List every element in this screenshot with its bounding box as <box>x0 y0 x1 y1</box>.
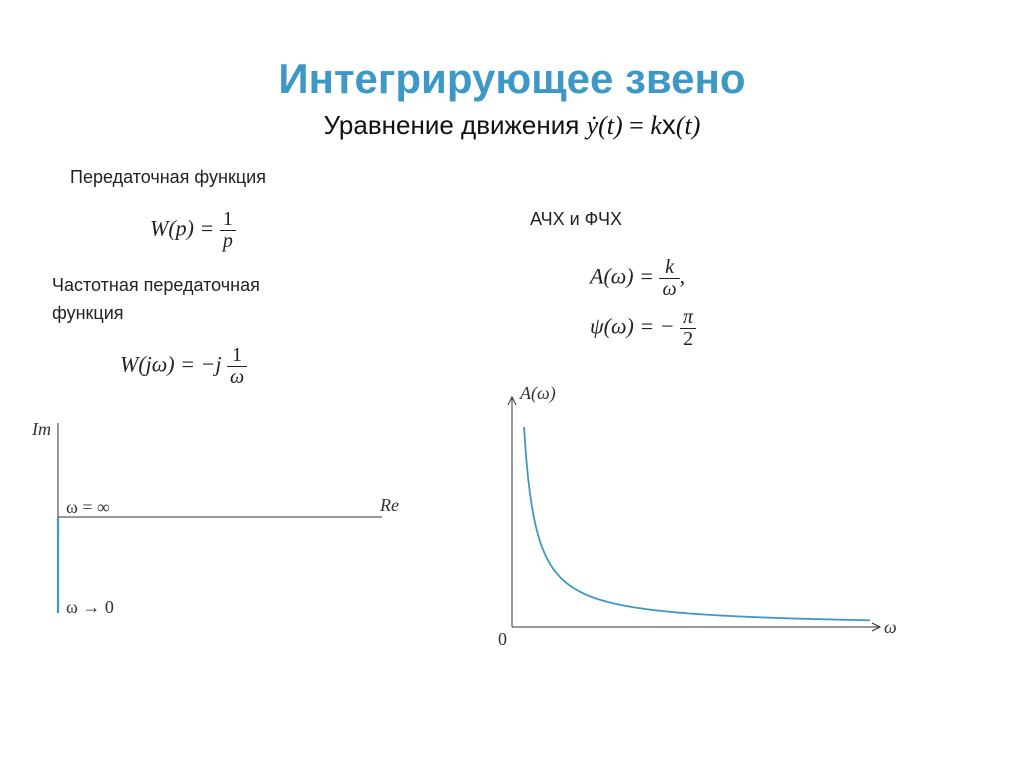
psi-num: π <box>680 307 696 329</box>
afc-pfc-label: АЧХ и ФЧХ <box>530 209 622 230</box>
svg-text:ω: ω <box>884 617 897 637</box>
tf-lhs: W(p) = <box>150 216 220 241</box>
amplitude-chart: A(ω) ω 0 <box>470 377 900 662</box>
tf-num: 1 <box>220 209 236 231</box>
phase-eq: ψ(ω) = − π 2 <box>590 307 696 350</box>
eqm-equals: = <box>629 111 650 140</box>
eqm-lhs: ẏ(t) <box>587 111 623 140</box>
psi-den: 2 <box>680 329 696 350</box>
A-trail: , <box>680 264 686 289</box>
transfer-function-eq: W(p) = 1 p <box>150 209 236 252</box>
freq-tf-label-2: функция <box>52 303 124 324</box>
eqm-x: x <box>662 109 676 140</box>
nyquist-diagram: Im Re ω = ∞ ω → 0 <box>22 417 402 622</box>
A-num: k <box>659 257 679 279</box>
eqm-t: (t) <box>676 111 701 140</box>
content-area: Передаточная функция W(p) = 1 p Частотна… <box>0 161 1024 721</box>
freq-tf-label-1: Частотная передаточная <box>52 275 260 296</box>
svg-text:0: 0 <box>498 629 507 649</box>
slide-title: Интегрирующее звено <box>0 55 1024 103</box>
freq-lhs: W(jω) = −j <box>120 352 221 377</box>
transfer-function-label: Передаточная функция <box>70 167 266 188</box>
svg-text:Im: Im <box>31 419 51 439</box>
amplitude-eq: A(ω) = k ω , <box>590 257 685 300</box>
subtitle-prefix: Уравнение движения <box>324 110 587 140</box>
freq-num: 1 <box>227 345 247 367</box>
eqm-k: k <box>650 111 662 140</box>
svg-text:ω → 0: ω → 0 <box>66 597 114 617</box>
tf-den: p <box>220 231 236 252</box>
svg-text:A(ω): A(ω) <box>519 383 556 404</box>
psi-lhs: ψ(ω) = − <box>590 314 675 339</box>
equation-of-motion: Уравнение движения ẏ(t) = kx(t) <box>0 109 1024 141</box>
svg-text:Re: Re <box>379 495 399 515</box>
freq-den: ω <box>227 367 247 388</box>
freq-tf-eq: W(jω) = −j 1 ω <box>120 345 247 388</box>
A-den: ω <box>659 279 679 300</box>
svg-text:ω = ∞: ω = ∞ <box>66 497 110 517</box>
A-lhs: A(ω) = <box>590 264 659 289</box>
